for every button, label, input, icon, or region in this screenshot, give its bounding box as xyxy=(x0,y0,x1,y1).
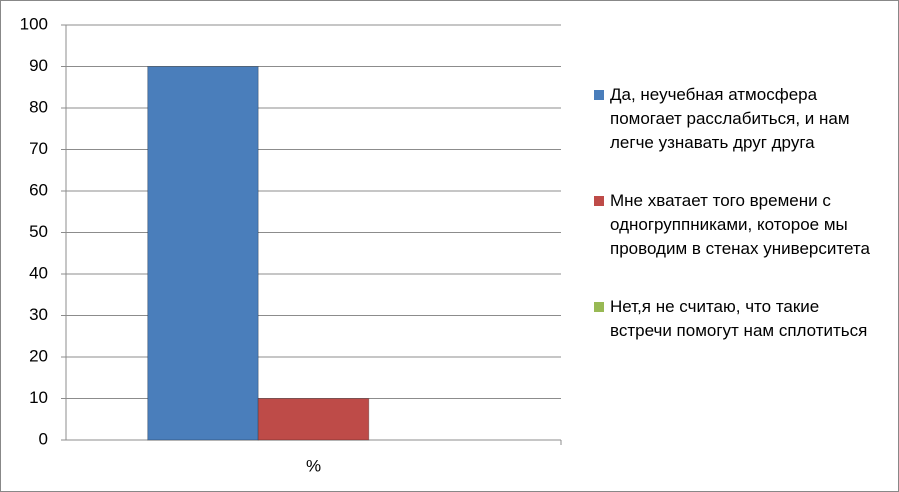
legend-label: Да, неучебная атмосфера помогает расслаб… xyxy=(610,85,850,152)
legend-entry: Нет,я не считаю, что такие встречи помог… xyxy=(594,295,874,343)
legend-label: Мне хватает того времени с одногруппника… xyxy=(610,191,870,258)
y-tick-label: 20 xyxy=(29,346,48,365)
legend-swatch xyxy=(594,90,604,100)
y-tick-label: 80 xyxy=(29,97,48,116)
y-tick-label: 50 xyxy=(29,222,48,241)
legend-swatch xyxy=(594,196,604,206)
x-tick-label: % xyxy=(306,456,321,475)
legend-label: Нет,я не считаю, что такие встречи помог… xyxy=(610,297,868,340)
y-tick-label: 30 xyxy=(29,305,48,324)
bar xyxy=(257,398,370,441)
y-tick-label: 90 xyxy=(29,56,48,75)
legend-entry: Мне хватает того времени с одногруппника… xyxy=(594,189,874,261)
y-tick-label: 60 xyxy=(29,180,48,199)
y-tick-label: 0 xyxy=(39,429,48,448)
legend: Да, неучебная атмосфера помогает расслаб… xyxy=(594,83,874,377)
legend-entry: Да, неучебная атмосфера помогает расслаб… xyxy=(594,83,874,155)
legend-swatch xyxy=(594,302,604,312)
y-tick-label: 10 xyxy=(29,388,48,407)
y-tick-label: 70 xyxy=(29,139,48,158)
y-tick-label: 100 xyxy=(20,14,48,33)
bar xyxy=(147,66,259,441)
y-tick-label: 40 xyxy=(29,263,48,282)
